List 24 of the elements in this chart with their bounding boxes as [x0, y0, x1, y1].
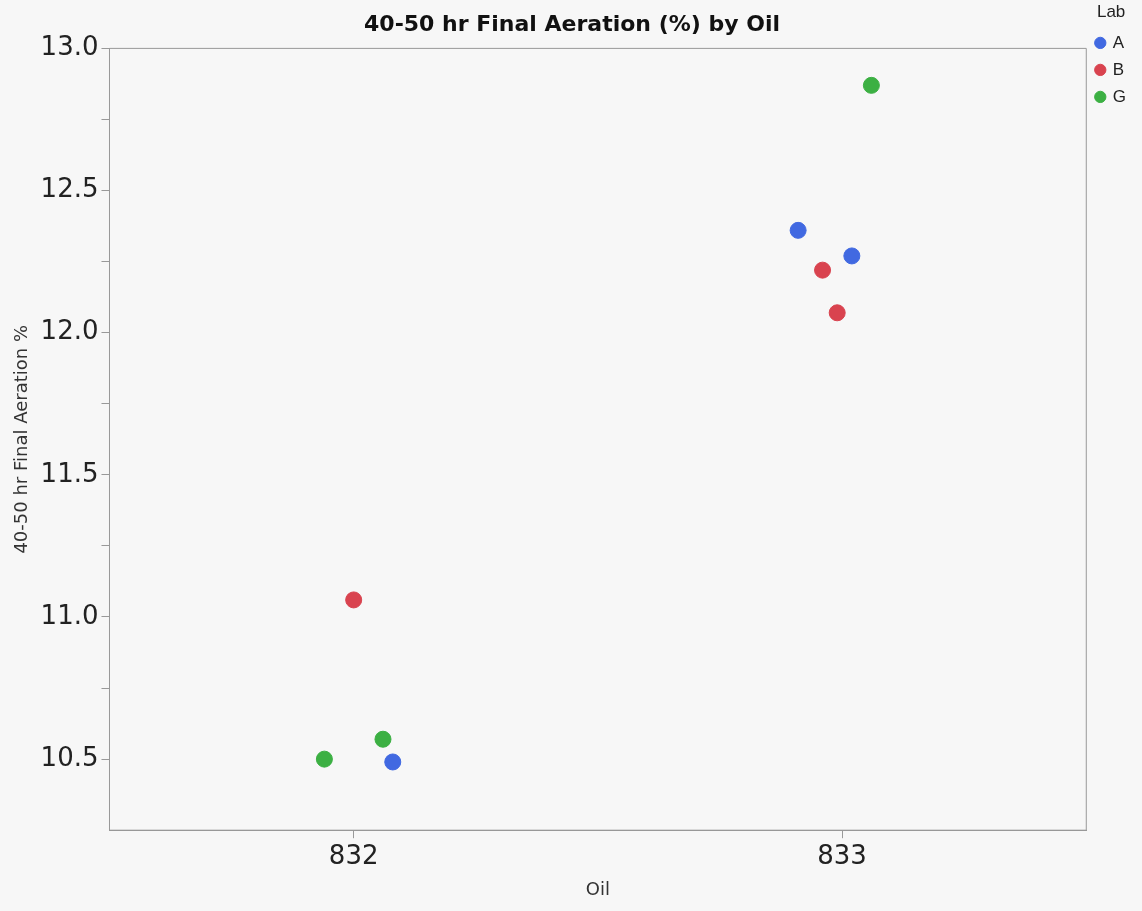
legend-label: G	[1112, 86, 1127, 106]
y-tick-label: 11.0	[40, 599, 99, 630]
y-tick-label: 13.0	[40, 31, 99, 62]
point	[789, 221, 807, 239]
point	[843, 247, 861, 265]
y-tick-label: 12.5	[40, 173, 99, 204]
x-tick-label: 833	[817, 839, 867, 870]
point	[374, 730, 392, 748]
point	[345, 591, 363, 609]
x-axis-title: Oil	[585, 877, 610, 899]
point	[828, 304, 846, 322]
chart-title: 40-50 hr Final Aeration (%) by Oil	[364, 10, 780, 36]
y-tick-label: 10.5	[40, 741, 99, 772]
legend-label: A	[1112, 32, 1125, 52]
y-tick-label: 12.0	[40, 315, 99, 346]
point	[384, 753, 402, 771]
x-tick-label: 832	[328, 839, 379, 870]
y-tick-label: 11.5	[40, 457, 99, 488]
y-axis-title: 40-50 hr Final Aeration %	[10, 325, 32, 554]
point	[814, 261, 832, 279]
point	[315, 750, 333, 768]
point	[862, 76, 880, 94]
legend-label: B	[1112, 59, 1125, 79]
legend-title: Lab	[1096, 2, 1126, 22]
